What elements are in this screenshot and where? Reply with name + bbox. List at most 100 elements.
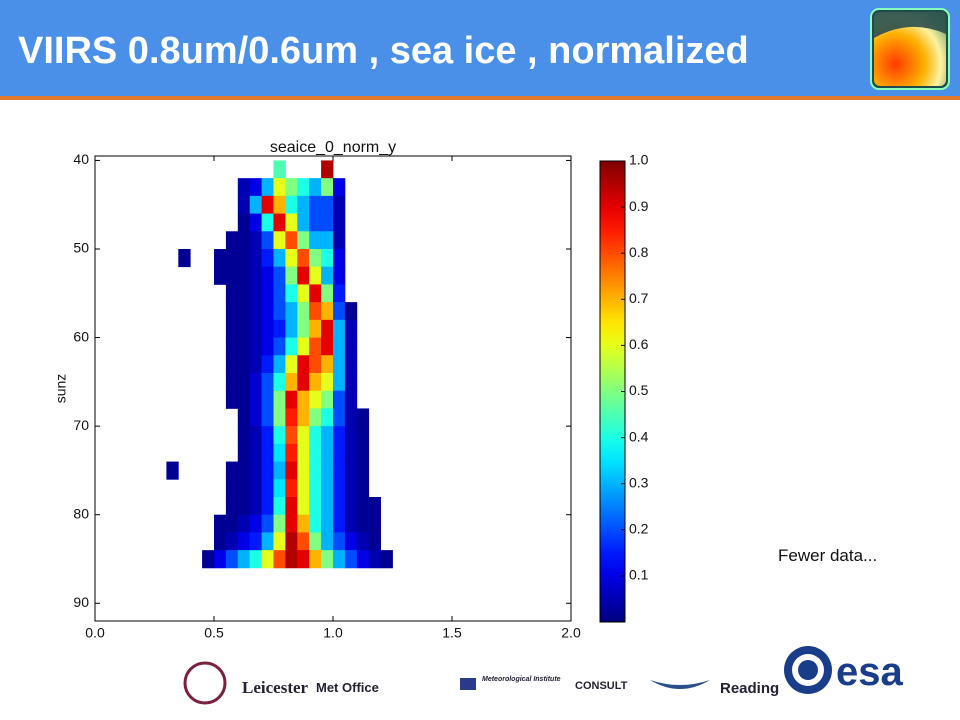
heatmap-cell (249, 284, 262, 303)
heatmap-cell (214, 266, 227, 285)
heatmap-cell (309, 443, 322, 462)
heatmap-cell (356, 479, 370, 498)
heatmap-cell (237, 319, 251, 338)
heatmap-cell (237, 497, 251, 516)
heatmap-cell (333, 514, 346, 533)
x-tick-label: 2.0 (561, 625, 581, 640)
heatmap-cell (309, 319, 322, 338)
heatmap-cell (237, 302, 251, 321)
heatmap-cell (273, 390, 286, 409)
heatmap-cell (309, 355, 322, 374)
heatmap-cell (261, 373, 274, 392)
heatmap-cell (261, 213, 274, 232)
heatmap-cell (237, 284, 251, 303)
heatmap-cell (249, 390, 262, 409)
heatmap-cell (344, 443, 358, 462)
heatmap-cell (261, 195, 274, 214)
heatmap-cell (321, 319, 334, 338)
heatmap-cell (356, 426, 370, 445)
heatmap-cell (321, 443, 334, 462)
heatmap-cell (273, 302, 286, 321)
chart: 0.0 0.5 1.0 1.5 2.0 40 50 60 70 80 90 seaice_0_norm… (53, 139, 649, 640)
heatmap-cell (225, 550, 239, 569)
heatmap-cell (333, 213, 346, 232)
footer: Leicester Met Office Meteorological Inst… (0, 640, 960, 720)
heatmap-cell (309, 390, 322, 409)
heatmap-cell (344, 479, 358, 498)
heatmap-cell (249, 497, 262, 516)
heatmap-cell (333, 426, 346, 445)
colorbar-tick-label: 0.5 (629, 382, 649, 398)
heatmap-cell (297, 284, 310, 303)
heatmap-cell (249, 355, 262, 374)
heatmap-cell (249, 302, 262, 321)
heatmap-cell (321, 355, 334, 374)
colorbar-tick-label: 0.7 (629, 290, 649, 306)
heatmap-cell (356, 408, 370, 427)
heatmap-cell (285, 532, 298, 551)
heatmap-cell (285, 443, 298, 462)
heatmap-cell (285, 178, 298, 197)
heatmap-cell (249, 337, 262, 356)
heatmap-cell (249, 266, 262, 285)
heatmap-cell (249, 532, 262, 551)
heatmap-cell (321, 160, 334, 179)
heatmap-cell (309, 284, 322, 303)
heatmap-cell (285, 550, 298, 569)
heatmap-cell (344, 319, 358, 338)
heatmap-cell (321, 461, 334, 480)
footer-graphics (183, 646, 832, 705)
heatmap-cell (225, 373, 239, 392)
heatmap-cell (344, 337, 358, 356)
heatmap-cell (225, 284, 239, 303)
heatmap-cell (285, 373, 298, 392)
colorbar-tick-label: 0.6 (629, 336, 649, 352)
heatmap-cell (249, 461, 262, 480)
heatmap-cell (225, 461, 239, 480)
heatmap-cell (225, 532, 239, 551)
heatmap-cell (237, 461, 251, 480)
heatmap-cell (309, 249, 322, 268)
heatmap-cell (297, 479, 310, 498)
heatmap-cell (249, 195, 262, 214)
heatmap-cell (321, 479, 334, 498)
heatmap-cell (273, 461, 286, 480)
heatmap-cell (309, 337, 322, 356)
heatmap-cell (225, 479, 239, 498)
heatmap-cell (297, 231, 310, 250)
heatmap-cell (321, 514, 334, 533)
heatmap-cell (321, 195, 334, 214)
heatmap-cell (261, 532, 274, 551)
heatmap-cell (273, 160, 286, 179)
heatmap-cell (214, 249, 227, 268)
heatmap-cell (237, 373, 251, 392)
heatmap-cell (285, 231, 298, 250)
heatmap-cell (297, 497, 310, 516)
heatmap-cell (309, 497, 322, 516)
heatmap-cell (214, 550, 227, 569)
colorbar-tick-label: 0.8 (629, 244, 649, 260)
heatmap-cell (261, 266, 274, 285)
heatmap-cell (261, 249, 274, 268)
heatmap-cell (321, 337, 334, 356)
slide-title: VIIRS 0.8um/0.6um , sea ice , normalized (18, 30, 749, 72)
heatmap-cell (285, 408, 298, 427)
heatmap-cell (321, 284, 334, 303)
heatmap-cell (309, 408, 322, 427)
heatmap-cell (321, 426, 334, 445)
heatmap-cell (249, 178, 262, 197)
heatmap-cell (297, 266, 310, 285)
heatmap-cell (321, 550, 334, 569)
heatmap-cell (344, 390, 358, 409)
heatmap-cell (285, 302, 298, 321)
heatmap-cell (225, 337, 239, 356)
heatmap-cell (297, 355, 310, 374)
heatmap-cell (333, 249, 346, 268)
heatmap-cell (333, 390, 346, 409)
colorbar-tick-label: 0.3 (629, 474, 649, 490)
x-tick-label: 0.0 (85, 625, 105, 640)
heatmap-cell (344, 514, 358, 533)
heatmap-cell (321, 532, 334, 551)
heatmap-cell (225, 497, 239, 516)
heatmap-cell (344, 497, 358, 516)
